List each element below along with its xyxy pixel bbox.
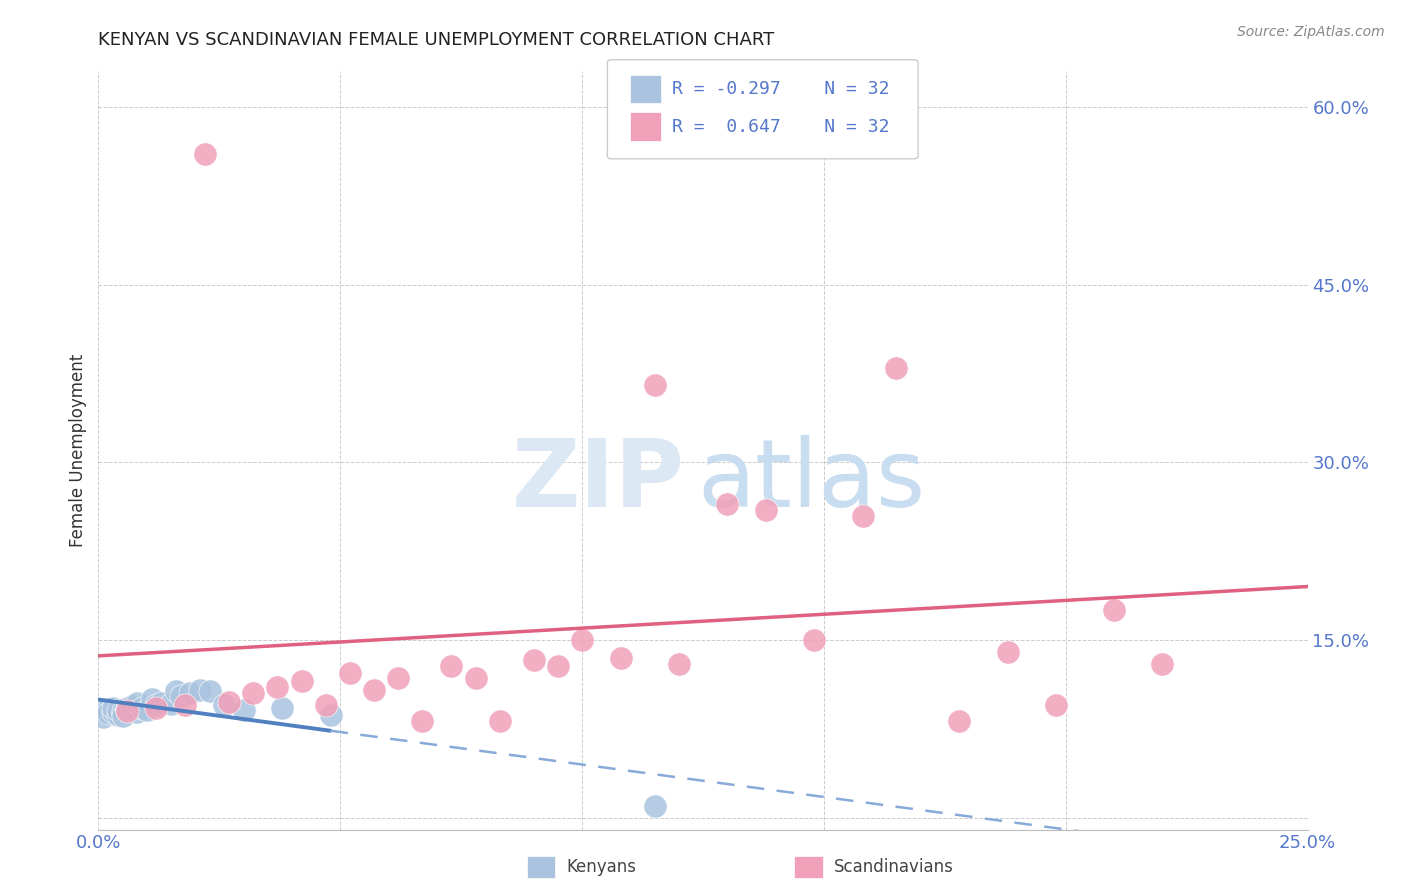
Point (271, 700, 294, 714)
Y-axis label: Female Unemployment: Female Unemployment (69, 354, 87, 547)
Point (852, 508, 875, 523)
Point (363, 682, 385, 697)
Point (198, 684, 221, 698)
Point (523, 653, 546, 667)
Point (141, 692, 163, 706)
Point (218, 695, 240, 709)
Point (290, 674, 312, 689)
Point (755, 502, 778, 516)
Point (111, 708, 134, 723)
Point (1102, 603, 1125, 617)
Text: atlas: atlas (697, 434, 925, 527)
Point (179, 686, 201, 700)
Point (165, 684, 187, 698)
Point (111, 706, 134, 721)
Point (117, 700, 139, 714)
Point (339, 666, 361, 681)
Point (644, 378, 666, 392)
Text: Source: ZipAtlas.com: Source: ZipAtlas.com (1237, 25, 1385, 39)
Point (387, 671, 409, 685)
Point (188, 682, 211, 697)
Point (97, 706, 120, 721)
Point (127, 696, 149, 710)
Point (948, 714, 970, 728)
Point (464, 671, 486, 685)
Point (886, 360, 908, 375)
Point (145, 700, 167, 714)
Point (489, 714, 512, 728)
Point (571, 633, 593, 648)
Point (174, 698, 197, 713)
Point (803, 633, 825, 648)
Point (440, 659, 463, 673)
Point (319, 707, 342, 722)
Point (91, 710, 114, 724)
Point (668, 657, 690, 671)
Text: ZIP: ZIP (512, 434, 685, 527)
Point (610, 650, 633, 665)
Point (150, 696, 173, 710)
Point (135, 703, 157, 717)
Point (997, 645, 1019, 659)
Point (117, 703, 139, 717)
Point (91, 704, 114, 718)
Point (97, 702, 120, 716)
Point (315, 698, 337, 713)
Point (111, 704, 134, 718)
Point (107, 707, 129, 722)
Point (121, 699, 143, 714)
Point (242, 686, 264, 700)
Text: Scandinavians: Scandinavians (834, 858, 953, 876)
Point (1045, 698, 1067, 713)
Point (169, 689, 191, 703)
Point (131, 700, 153, 714)
Point (127, 706, 149, 720)
Text: Kenyans: Kenyans (567, 858, 637, 876)
Text: R =  0.647    N = 32: R = 0.647 N = 32 (672, 118, 890, 136)
Point (266, 681, 288, 695)
Point (194, 147, 217, 161)
Point (101, 700, 124, 714)
Point (232, 703, 254, 717)
Point (107, 703, 129, 717)
Text: KENYAN VS SCANDINAVIAN FEMALE UNEMPLOYMENT CORRELATION CHART: KENYAN VS SCANDINAVIAN FEMALE UNEMPLOYME… (98, 31, 775, 49)
Point (1152, 657, 1174, 671)
Point (160, 697, 183, 711)
Text: R = -0.297    N = 32: R = -0.297 N = 32 (672, 80, 890, 98)
Point (212, 698, 235, 713)
Point (547, 659, 569, 673)
Point (644, 798, 666, 813)
Point (411, 714, 433, 728)
Point (716, 497, 738, 511)
Point (101, 706, 124, 720)
Point (117, 704, 139, 718)
Point (145, 698, 167, 713)
